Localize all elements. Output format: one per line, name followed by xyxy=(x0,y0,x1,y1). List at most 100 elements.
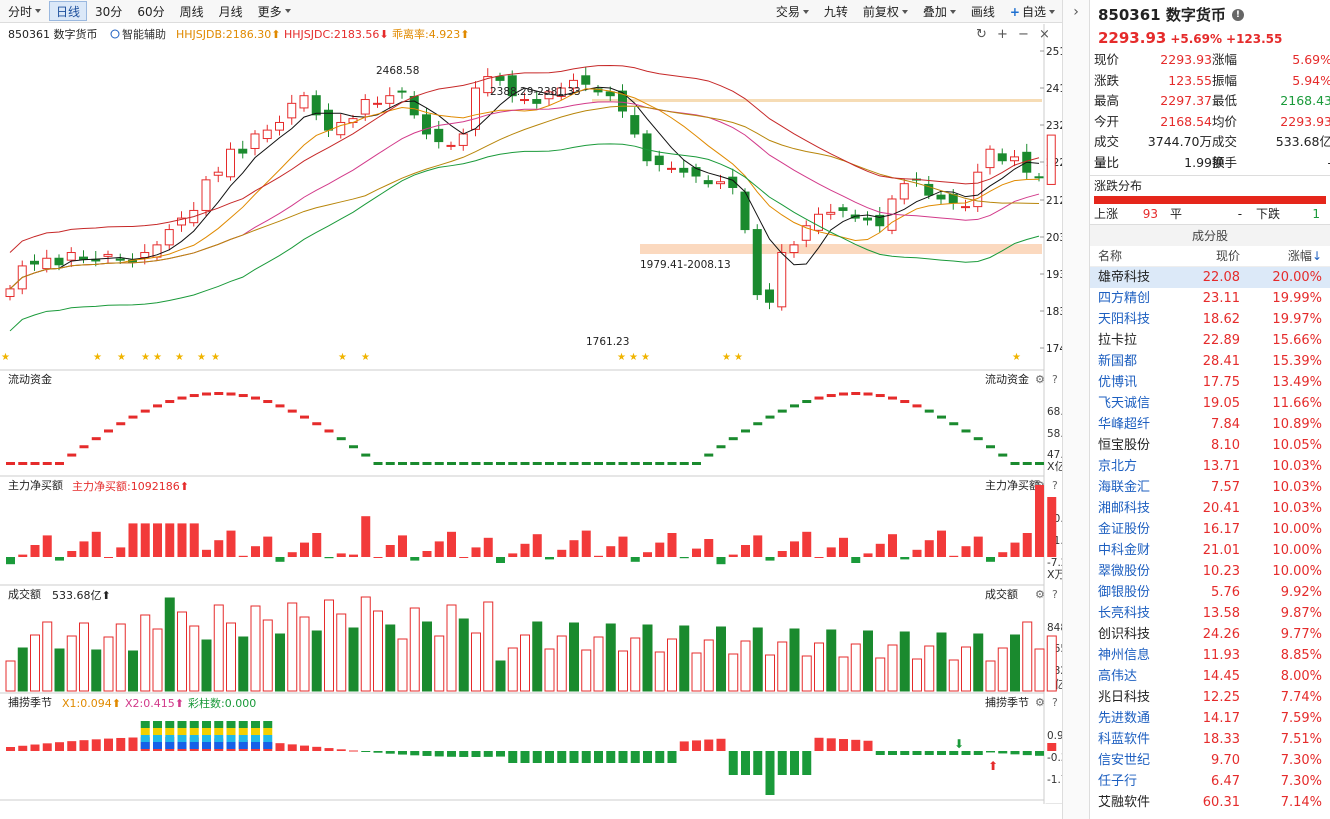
list-item[interactable]: 新国都 28.41 15.39% xyxy=(1090,351,1330,372)
list-item[interactable]: 高伟达 14.45 8.00% xyxy=(1090,666,1330,687)
list-item[interactable]: 御银股份 5.76 9.92% xyxy=(1090,582,1330,603)
stock-name: 飞天诚信 xyxy=(1098,396,1151,411)
tab-monthly[interactable]: 月线 xyxy=(218,4,243,19)
list-item[interactable]: 天阳科技 18.62 19.97% xyxy=(1090,309,1330,330)
list-item[interactable]: 信安世纪 9.70 7.30% xyxy=(1090,750,1330,771)
list-item[interactable]: 兆日科技 12.25 7.74% xyxy=(1090,687,1330,708)
amount-bar xyxy=(520,634,530,692)
zoom-in-icon: + xyxy=(997,27,1008,42)
star-icon: ★ xyxy=(197,352,206,363)
assist-label: 智能辅助 xyxy=(122,27,166,41)
net-bar xyxy=(594,555,603,557)
tab-daily[interactable]: 日线 xyxy=(49,1,88,21)
candle xyxy=(140,252,150,258)
catch-bar xyxy=(802,751,812,775)
catch-bar xyxy=(18,745,28,751)
list-item[interactable]: 科蓝软件 18.33 7.51% xyxy=(1090,729,1330,750)
flow-mark xyxy=(863,392,873,396)
flow-mark xyxy=(1022,462,1032,465)
net-bar xyxy=(251,546,260,557)
amount-bar xyxy=(801,655,812,692)
candle xyxy=(471,87,480,130)
list-item[interactable]: 飞天诚信 19.05 11.66% xyxy=(1090,393,1330,414)
list-item[interactable]: 中科金财 21.01 10.00% xyxy=(1090,540,1330,561)
candle xyxy=(446,144,456,147)
tab-weekly[interactable]: 周线 xyxy=(179,4,204,19)
stock-name: 创识科技 xyxy=(1098,627,1151,642)
nine-turn-button[interactable]: 九转 xyxy=(823,5,848,19)
price-pct: +5.69% xyxy=(1170,32,1223,46)
catch-bar xyxy=(300,745,309,751)
catch-bar xyxy=(839,739,848,751)
adjust-button[interactable]: 前复权 xyxy=(856,2,915,22)
info-icon[interactable]: ! xyxy=(1231,8,1244,21)
kline-chart[interactable]: 850361 数字货币 智能辅助 HHJSJDB:2186.30⬆ HHJSJDC:2… xyxy=(0,24,1062,804)
candle xyxy=(177,217,186,226)
flow-mark xyxy=(116,422,126,426)
list-item[interactable]: 恒宝股份 8.10 10.05% xyxy=(1090,435,1330,456)
rise-fall-distribution: 涨跌分布 上涨 93 平 - 下跌 1 xyxy=(1090,175,1330,224)
flow-mark xyxy=(875,394,885,398)
tab-more[interactable]: 更多 xyxy=(251,1,298,21)
candle xyxy=(434,128,444,143)
flow-mark xyxy=(275,404,285,408)
net-bar xyxy=(189,523,199,557)
stock-name: 信安世纪 xyxy=(1098,753,1151,768)
draw-button[interactable]: 画线 xyxy=(970,5,995,19)
amount-bar xyxy=(691,652,702,692)
flow-mark xyxy=(189,394,199,398)
watchlist-button[interactable]: + 自选 xyxy=(1003,2,1062,22)
list-item[interactable]: 华峰超纤 7.84 10.89% xyxy=(1090,414,1330,435)
col-price[interactable]: 现价 xyxy=(1215,249,1240,263)
candle xyxy=(618,90,627,112)
list-item[interactable]: 湘邮科技 20.41 10.03% xyxy=(1090,498,1330,519)
list-item[interactable]: 任子行 6.47 7.30% xyxy=(1090,771,1330,792)
catch-bar xyxy=(692,740,701,751)
annotation-range1: 2388.29-2381.33 xyxy=(490,86,581,98)
overlay-button[interactable]: 叠加 xyxy=(916,2,963,22)
list-item[interactable]: 雄帝科技 22.08 20.00% xyxy=(1090,267,1330,288)
list-item[interactable]: 四方精创 23.11 19.99% xyxy=(1090,288,1330,309)
tab-intraday[interactable]: 分时 xyxy=(1,1,48,21)
amount-bar xyxy=(287,602,298,692)
catch-bar xyxy=(42,743,52,751)
quote-label: 量比 xyxy=(1094,154,1120,170)
flow-mark xyxy=(6,462,15,465)
net-bar-last xyxy=(1047,497,1057,557)
list-item[interactable]: 拉卡拉 22.89 15.66% xyxy=(1090,330,1330,351)
flow-mark xyxy=(1010,462,1020,465)
panel-title-right-main_net: 主力净买额 xyxy=(985,478,1040,492)
stock-name: 先进数通 xyxy=(1098,711,1151,726)
candle xyxy=(826,211,836,215)
list-item[interactable]: 神州信息 11.93 8.85% xyxy=(1090,645,1330,666)
list-item[interactable]: 京北方 13.71 10.03% xyxy=(1090,456,1330,477)
catch-bar xyxy=(826,738,836,751)
list-item[interactable]: 长亮科技 13.58 9.87% xyxy=(1090,603,1330,624)
col-change[interactable]: 涨幅↓ xyxy=(1287,249,1322,263)
chevron-down-icon xyxy=(949,9,956,14)
list-item[interactable]: 金证股份 16.17 10.00% xyxy=(1090,519,1330,540)
tab-30min[interactable]: 30分 xyxy=(95,4,123,19)
panel-title-flow: 流动资金 xyxy=(8,372,52,386)
net-bar xyxy=(753,535,763,557)
list-item[interactable]: 创识科技 24.26 9.77% xyxy=(1090,624,1330,645)
list-item[interactable]: 翠微股份 10.23 10.00% xyxy=(1090,561,1330,582)
col-name[interactable]: 名称 xyxy=(1098,249,1123,263)
side-panel-toggle[interactable]: › xyxy=(1062,0,1090,819)
stock-price: 5.76 xyxy=(1211,585,1240,600)
color-bar xyxy=(165,728,175,735)
net-bar xyxy=(287,552,297,557)
tab-60min[interactable]: 60分 xyxy=(137,4,165,19)
star-icon: ★ xyxy=(338,352,347,363)
amount-bar xyxy=(30,634,40,692)
flow-mark xyxy=(496,462,505,465)
stock-name: 科蓝软件 xyxy=(1098,732,1151,747)
list-item[interactable]: 优博讯 17.75 13.49% xyxy=(1090,372,1330,393)
amount-bar xyxy=(1022,621,1033,692)
list-item[interactable]: 海联金汇 7.57 10.03% xyxy=(1090,477,1330,498)
list-item[interactable]: 先进数通 14.17 7.59% xyxy=(1090,708,1330,729)
trade-button[interactable]: 交易 xyxy=(769,2,816,22)
candle xyxy=(667,167,676,170)
list-item[interactable]: 艾融软件 60.31 7.14% xyxy=(1090,792,1330,813)
catch-bar xyxy=(875,751,885,755)
